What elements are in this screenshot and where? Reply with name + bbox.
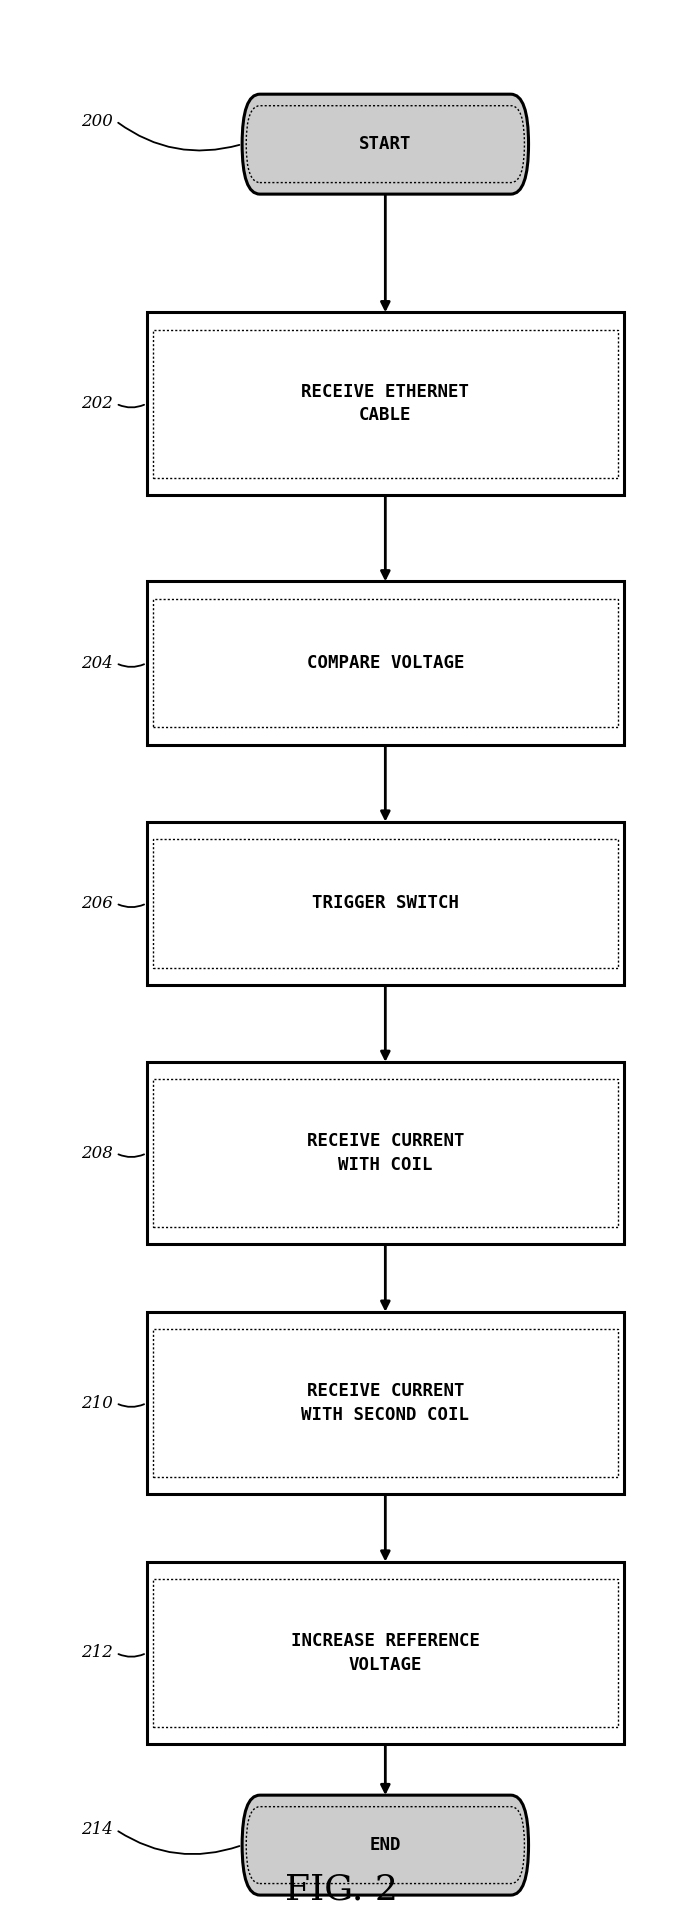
Text: 204: 204 [80, 655, 113, 671]
Text: RECEIVE ETHERNET
CABLE: RECEIVE ETHERNET CABLE [301, 382, 469, 425]
FancyBboxPatch shape [147, 1561, 624, 1745]
Text: 210: 210 [80, 1395, 113, 1411]
Text: COMPARE VOLTAGE: COMPARE VOLTAGE [307, 653, 464, 673]
Text: RECEIVE CURRENT
WITH SECOND COIL: RECEIVE CURRENT WITH SECOND COIL [301, 1382, 469, 1424]
FancyBboxPatch shape [147, 1061, 624, 1245]
Text: END: END [370, 1836, 401, 1855]
FancyBboxPatch shape [147, 580, 624, 744]
Text: FIG. 2: FIG. 2 [284, 1872, 398, 1907]
Text: 208: 208 [80, 1146, 113, 1161]
FancyBboxPatch shape [147, 1311, 624, 1495]
FancyBboxPatch shape [242, 94, 529, 194]
Text: 206: 206 [80, 896, 113, 911]
Text: START: START [359, 135, 411, 154]
FancyBboxPatch shape [242, 1795, 529, 1895]
Text: 212: 212 [80, 1645, 113, 1661]
FancyBboxPatch shape [147, 821, 624, 984]
Text: INCREASE REFERENCE
VOLTAGE: INCREASE REFERENCE VOLTAGE [291, 1632, 480, 1674]
FancyBboxPatch shape [147, 311, 624, 494]
Text: 214: 214 [80, 1822, 113, 1837]
Text: 202: 202 [80, 396, 113, 411]
Text: TRIGGER SWITCH: TRIGGER SWITCH [312, 894, 459, 913]
Text: RECEIVE CURRENT
WITH COIL: RECEIVE CURRENT WITH COIL [307, 1132, 464, 1174]
Text: 200: 200 [80, 113, 113, 129]
